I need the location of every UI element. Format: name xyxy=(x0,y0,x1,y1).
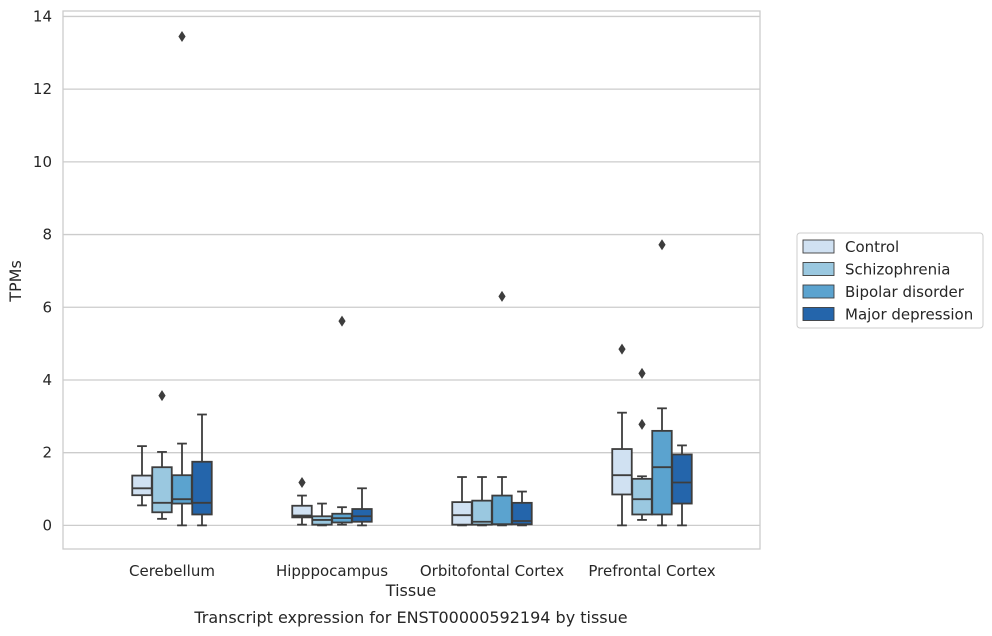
grid-lines xyxy=(63,15,760,527)
box-iqr xyxy=(351,508,373,523)
box-iqr xyxy=(191,460,213,516)
box-control xyxy=(131,445,153,507)
y-tick-label: 0 xyxy=(42,516,52,534)
x-tick-label: Prefrontal Cortex xyxy=(588,562,715,580)
outlier-point xyxy=(638,418,646,430)
box-schizophrenia xyxy=(631,367,653,521)
y-tick-label: 12 xyxy=(33,80,52,98)
box-iqr xyxy=(671,453,693,505)
legend-label: Control xyxy=(845,238,899,256)
legend-frame xyxy=(796,232,984,329)
outlier-point xyxy=(298,476,306,488)
outlier-point xyxy=(498,290,506,302)
chart-caption: Transcript expression for ENST0000059219… xyxy=(193,608,627,627)
plot-frame xyxy=(62,10,761,550)
y-axis-label: TPMs xyxy=(6,260,25,303)
box-major-depression xyxy=(351,487,373,527)
box-iqr xyxy=(151,466,173,514)
legend: Control Schizophrenia Bipolar disorder Majo… xyxy=(796,232,984,329)
outlier-point xyxy=(638,367,646,379)
y-tick-label: 4 xyxy=(42,371,52,389)
box-bipolar-disorder xyxy=(651,239,673,527)
x-tick-label: Hipppocampus xyxy=(276,562,388,580)
box-iqr xyxy=(631,477,653,516)
box-schizophrenia xyxy=(151,390,173,520)
box-control xyxy=(611,343,633,527)
legend-label: Bipolar disorder xyxy=(845,283,965,301)
box-iqr xyxy=(291,504,313,519)
box-bipolar-disorder xyxy=(171,30,193,527)
legend-swatch xyxy=(802,262,835,276)
box-major-depression xyxy=(671,444,693,527)
box-schizophrenia xyxy=(471,476,493,527)
legend-swatch xyxy=(802,239,835,254)
box-iqr xyxy=(611,448,633,496)
box-major-depression xyxy=(511,490,533,527)
y-tick-label: 2 xyxy=(42,444,52,462)
box-major-depression xyxy=(191,413,213,527)
legend-swatch xyxy=(802,284,835,299)
box-bipolar-disorder xyxy=(331,315,353,526)
legend-label: Schizophrenia xyxy=(845,261,950,279)
outlier-point xyxy=(658,239,666,251)
y-tick-labels: 0 2 4 6 8 10 12 14 xyxy=(33,7,52,534)
x-axis-label: Tissue xyxy=(385,581,436,600)
x-tick-labels: Cerebellum Hipppocampus Orbitofontal Corte… xyxy=(129,562,716,580)
y-tick-label: 8 xyxy=(42,226,52,244)
boxes xyxy=(131,30,693,527)
x-tick-label: Cerebellum xyxy=(129,562,215,580)
outlier-point xyxy=(178,30,186,42)
outlier-point xyxy=(618,343,626,355)
box-iqr xyxy=(651,429,673,516)
y-tick-label: 6 xyxy=(42,298,52,316)
box-control xyxy=(291,476,313,526)
box-iqr xyxy=(511,501,533,526)
box-schizophrenia xyxy=(311,502,333,527)
legend-swatch xyxy=(802,307,835,321)
y-tick-label: 10 xyxy=(33,153,52,171)
outlier-point xyxy=(158,390,166,402)
box-bipolar-disorder xyxy=(491,290,513,527)
legend-label: Major depression xyxy=(845,306,973,324)
box-iqr xyxy=(131,474,153,497)
box-iqr xyxy=(491,494,513,526)
box-control xyxy=(451,476,473,527)
outlier-point xyxy=(338,315,346,327)
x-tick-label: Orbitofontal Cortex xyxy=(420,562,564,580)
y-tick-label: 14 xyxy=(33,7,52,25)
box-iqr xyxy=(451,501,473,526)
